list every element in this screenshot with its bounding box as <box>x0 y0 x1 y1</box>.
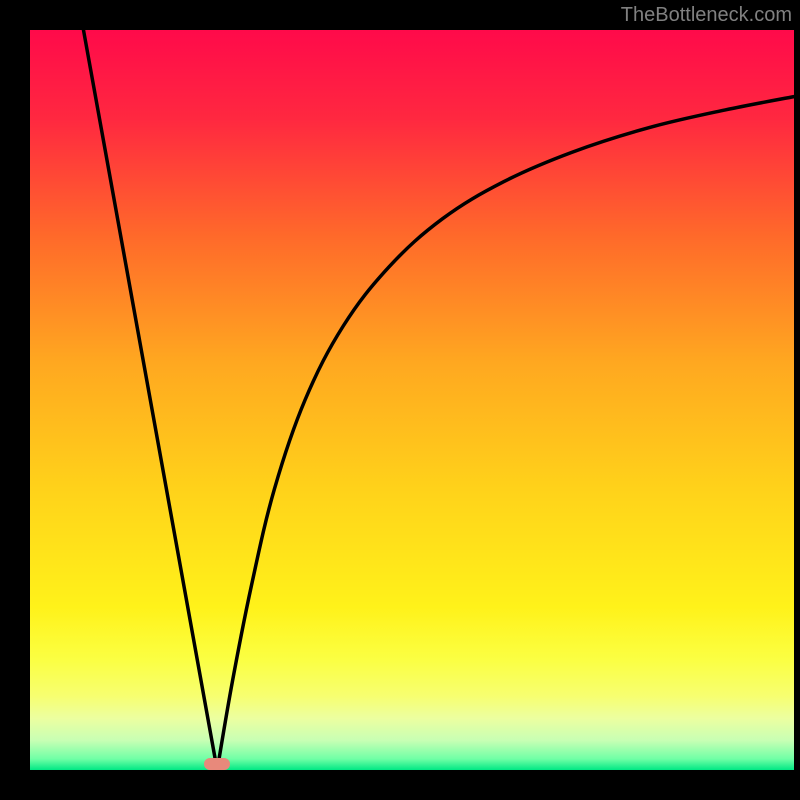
minimum-marker <box>204 758 230 770</box>
watermark-text: TheBottleneck.com <box>621 4 792 27</box>
chart-container: TheBottleneck.com <box>0 0 800 800</box>
gradient-background <box>30 30 794 770</box>
